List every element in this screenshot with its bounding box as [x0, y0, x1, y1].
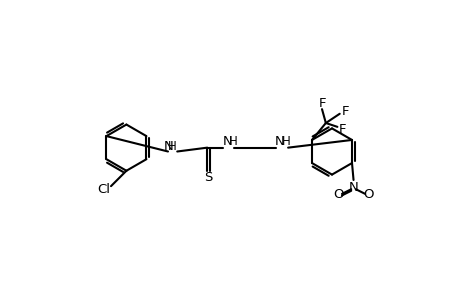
Text: O: O: [332, 188, 343, 201]
Text: N: N: [274, 135, 284, 148]
Text: Cl: Cl: [97, 183, 110, 196]
Text: F: F: [318, 97, 325, 110]
Text: N: N: [348, 181, 358, 194]
Text: H: H: [281, 135, 290, 148]
Text: O: O: [363, 188, 373, 201]
Text: N: N: [163, 140, 173, 153]
Text: F: F: [341, 105, 348, 118]
Text: S: S: [203, 171, 212, 184]
Text: H: H: [229, 135, 237, 148]
Text: F: F: [338, 123, 346, 136]
Text: N: N: [222, 135, 232, 148]
Text: H: H: [168, 140, 177, 153]
